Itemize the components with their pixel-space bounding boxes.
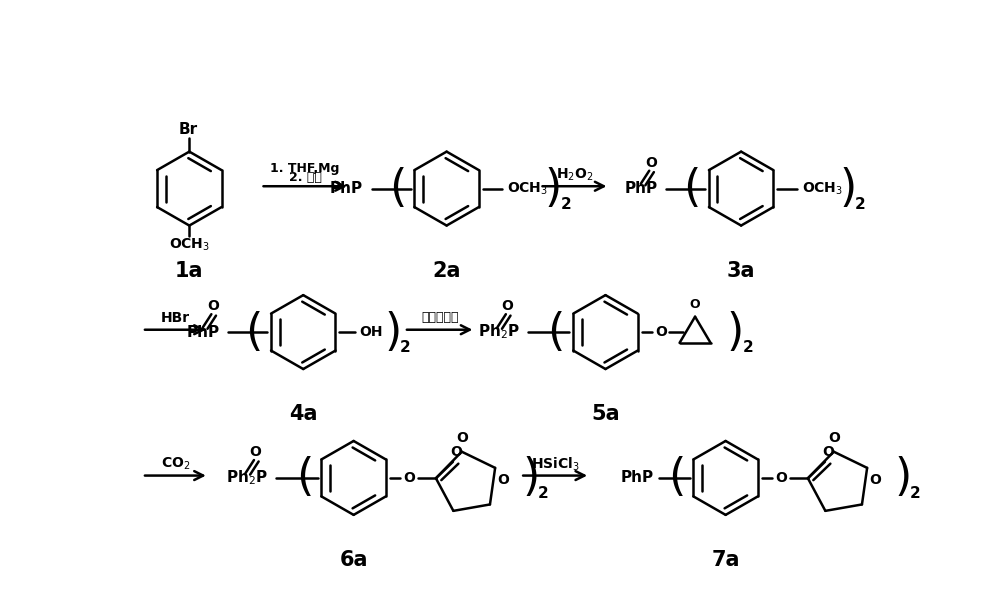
Text: 5a: 5a xyxy=(591,404,620,425)
Text: (: ( xyxy=(296,456,313,499)
Text: O: O xyxy=(645,156,657,170)
Text: ): ) xyxy=(839,167,856,210)
Text: 2a: 2a xyxy=(432,261,461,281)
Text: 2: 2 xyxy=(560,197,571,211)
Text: (: ( xyxy=(389,167,406,210)
Text: O: O xyxy=(403,471,415,485)
Text: ): ) xyxy=(385,310,402,354)
Text: ): ) xyxy=(545,167,562,210)
Text: Br: Br xyxy=(178,122,197,136)
Text: 2: 2 xyxy=(742,340,753,355)
Text: H$_2$O$_2$: H$_2$O$_2$ xyxy=(556,166,593,183)
Text: O: O xyxy=(869,473,881,486)
Text: Ph$_2$P: Ph$_2$P xyxy=(478,323,520,342)
Text: 2: 2 xyxy=(910,486,920,501)
Text: OCH$_3$: OCH$_3$ xyxy=(169,236,210,252)
Text: CO$_2$: CO$_2$ xyxy=(161,456,190,472)
Text: O: O xyxy=(456,431,468,445)
Text: 2. 磷源: 2. 磷源 xyxy=(289,171,322,185)
Text: (: ( xyxy=(668,456,685,499)
Text: OCH$_3$: OCH$_3$ xyxy=(507,180,548,197)
Text: PhP: PhP xyxy=(330,181,363,196)
Text: 7a: 7a xyxy=(711,551,740,570)
Text: 环氧氯丙烷: 环氧氯丙烷 xyxy=(421,312,458,324)
Text: 2: 2 xyxy=(400,340,411,355)
Text: PhP: PhP xyxy=(621,470,654,485)
Text: HSiCl$_3$: HSiCl$_3$ xyxy=(531,455,580,472)
Text: O: O xyxy=(655,325,667,339)
Text: (: ( xyxy=(245,310,263,354)
Text: (: ( xyxy=(548,310,565,354)
Text: O: O xyxy=(250,445,261,459)
Text: OH: OH xyxy=(359,325,383,339)
Text: O: O xyxy=(501,299,513,313)
Text: ): ) xyxy=(523,456,540,499)
Text: O: O xyxy=(828,431,840,445)
Text: 3a: 3a xyxy=(727,261,755,281)
Text: ): ) xyxy=(895,456,912,499)
Text: O: O xyxy=(497,473,509,486)
Text: 2: 2 xyxy=(855,197,866,211)
Text: 1a: 1a xyxy=(175,261,204,281)
Text: O: O xyxy=(207,299,219,313)
Text: ): ) xyxy=(727,310,744,354)
Text: O: O xyxy=(450,445,462,459)
Text: Ph$_2$P: Ph$_2$P xyxy=(226,469,268,488)
Text: HBr: HBr xyxy=(161,311,190,325)
Text: 6a: 6a xyxy=(339,551,368,570)
Text: 1. THF,Mg: 1. THF,Mg xyxy=(270,162,340,175)
Text: O: O xyxy=(822,445,834,459)
Text: PhP: PhP xyxy=(624,181,657,196)
Text: OCH$_3$: OCH$_3$ xyxy=(802,180,843,197)
Text: PhP: PhP xyxy=(186,324,219,340)
Text: 2: 2 xyxy=(538,486,548,501)
Text: O: O xyxy=(775,471,787,485)
Text: O: O xyxy=(690,298,700,312)
Text: (: ( xyxy=(683,167,701,210)
Text: 4a: 4a xyxy=(289,404,318,425)
